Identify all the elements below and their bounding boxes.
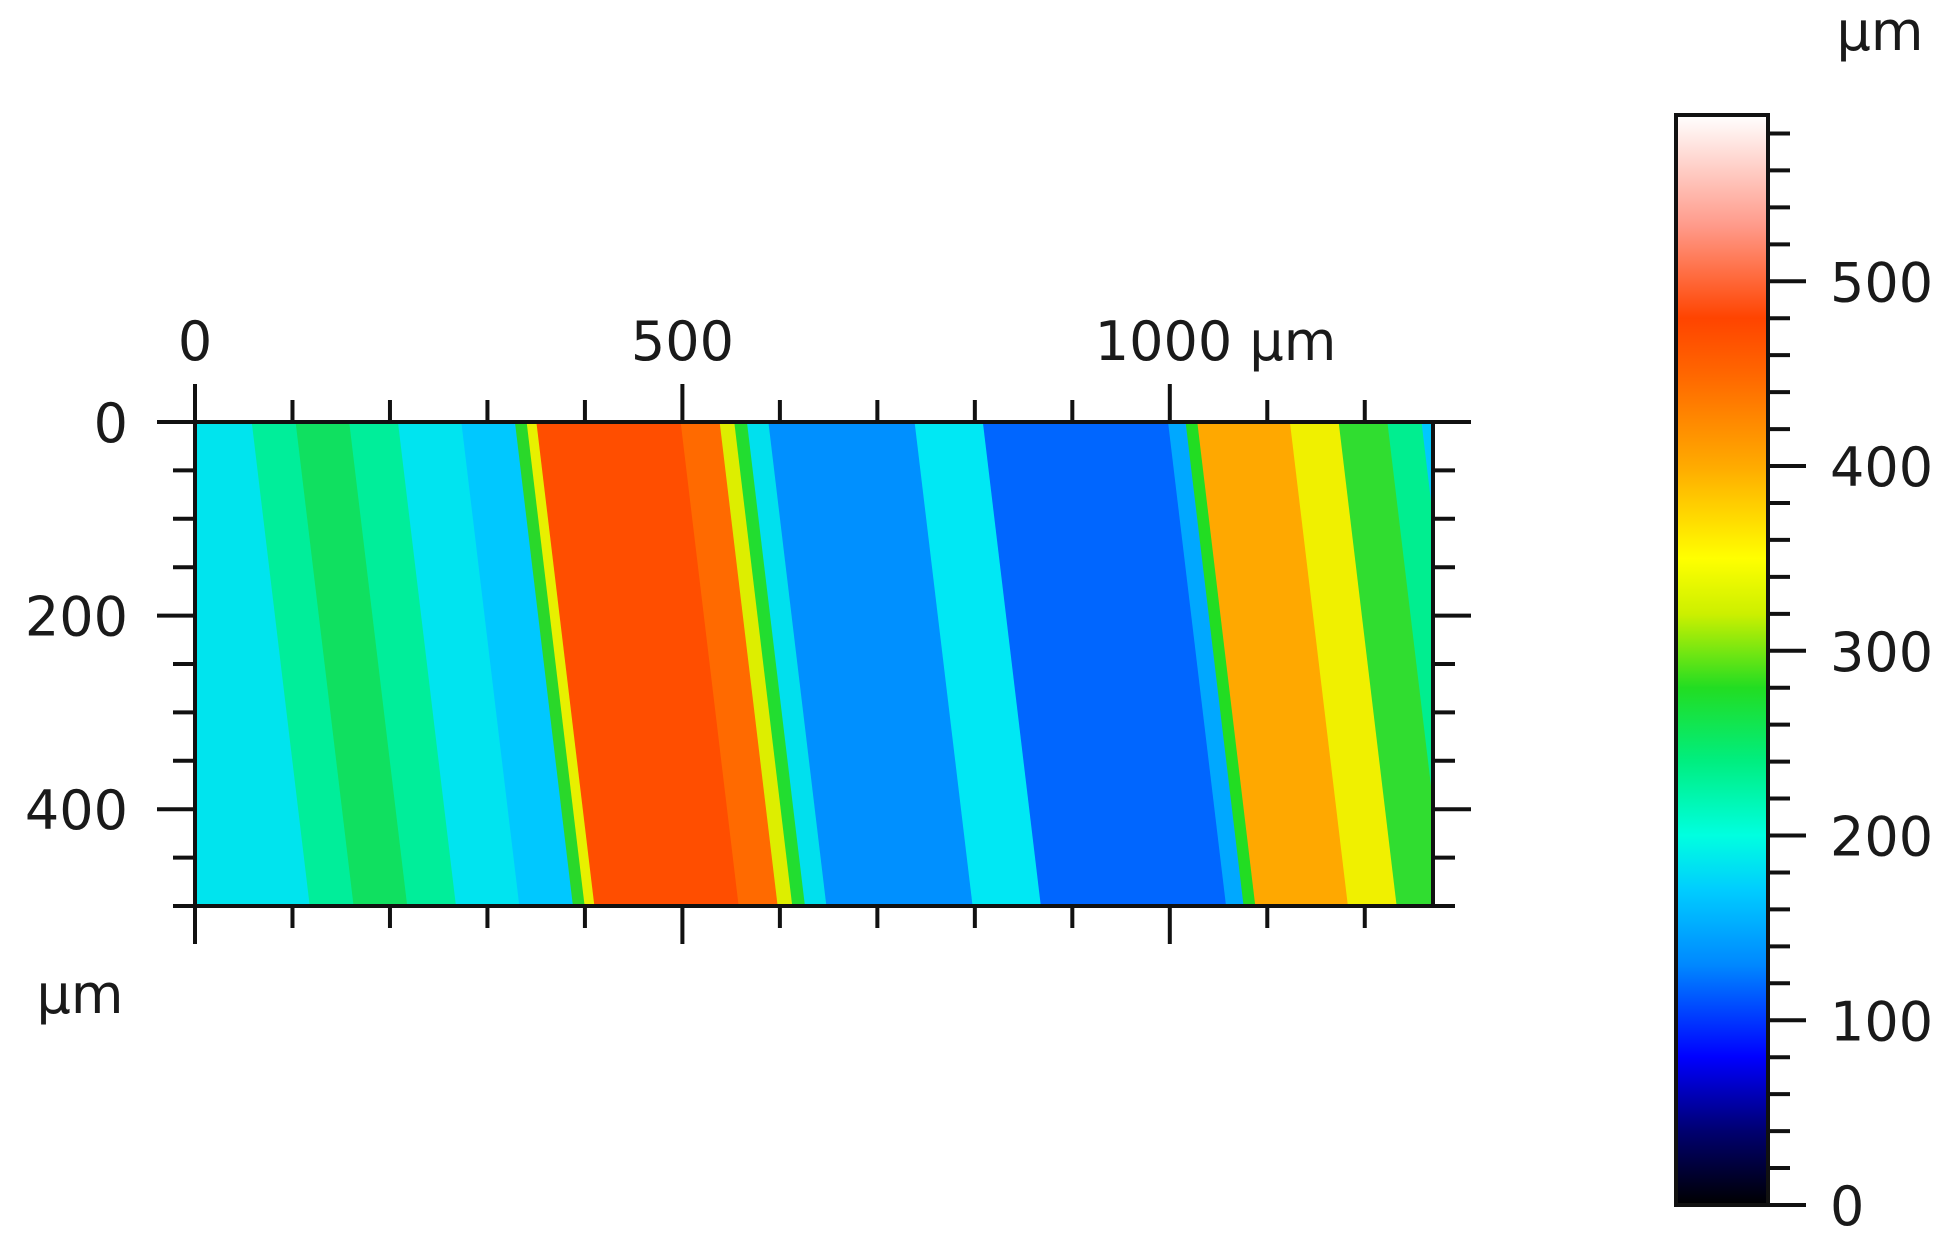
- heatmap-band: [1168, 422, 1247, 906]
- heatmap-band: [1289, 422, 1400, 906]
- x-tick-label: 0: [178, 310, 212, 373]
- heatmap-band: [982, 422, 1230, 906]
- x-axis-tick-labels: 0 500 1000 µm: [178, 310, 1337, 373]
- heatmap-band: [526, 422, 598, 906]
- y-axis-ticks-right: [1433, 420, 1471, 908]
- heatmap-band: [719, 422, 796, 906]
- colorbar-tick-label: 100: [1830, 990, 1933, 1053]
- heatmap-band: [461, 422, 576, 906]
- heatmap-band: [734, 422, 808, 906]
- heatmap-band: [680, 422, 781, 906]
- heatmap-band: [1338, 422, 1433, 906]
- y-axis-tick-labels: 0 200 400: [25, 392, 128, 842]
- y-axis-ticks-left: [157, 420, 195, 908]
- y-axis-unit-label: µm: [37, 963, 124, 1026]
- y-tick-label: 200: [25, 586, 128, 649]
- heatmap-band: [251, 422, 357, 906]
- colorbar-ticks: [1768, 131, 1806, 1207]
- heatmap-area: [195, 422, 1433, 906]
- colorbar-tick-label: 500: [1830, 251, 1933, 314]
- heatmap-band: [1197, 422, 1351, 906]
- x-axis-ticks-bottom: [193, 906, 1367, 944]
- heatmap-band: [536, 422, 742, 906]
- x-tick-label: 500: [631, 310, 734, 373]
- colorbar-tick-label: 300: [1830, 621, 1933, 684]
- heatmap-band: [349, 422, 459, 906]
- heatmap-band: [914, 422, 1044, 906]
- heatmap-band: [195, 422, 313, 906]
- y-tick-label: 0: [94, 392, 128, 455]
- heatmap-band: [768, 422, 976, 906]
- x-tick-label: 1000 µm: [1095, 310, 1337, 373]
- colorbar-tick-label: 0: [1830, 1175, 1864, 1238]
- heatmap-band: [295, 422, 411, 906]
- heatmap-band: [397, 422, 523, 906]
- heatmap-band: [746, 422, 830, 906]
- x-axis-ticks-top: [193, 384, 1367, 422]
- colorbar-tick-labels: 0 100 200 300 400 500: [1830, 251, 1933, 1238]
- colorbar-unit-label: µm: [1837, 0, 1924, 63]
- heatmap-band: [1421, 422, 1433, 519]
- heatmap-band: [1185, 422, 1259, 906]
- colorbar: [1674, 113, 1770, 1207]
- colorbar-tick-label: 200: [1830, 806, 1933, 869]
- colorbar-tick-label: 400: [1830, 436, 1933, 499]
- y-tick-label: 400: [25, 779, 128, 842]
- heatmap-band: [514, 422, 588, 906]
- heatmap-band: [1387, 422, 1433, 803]
